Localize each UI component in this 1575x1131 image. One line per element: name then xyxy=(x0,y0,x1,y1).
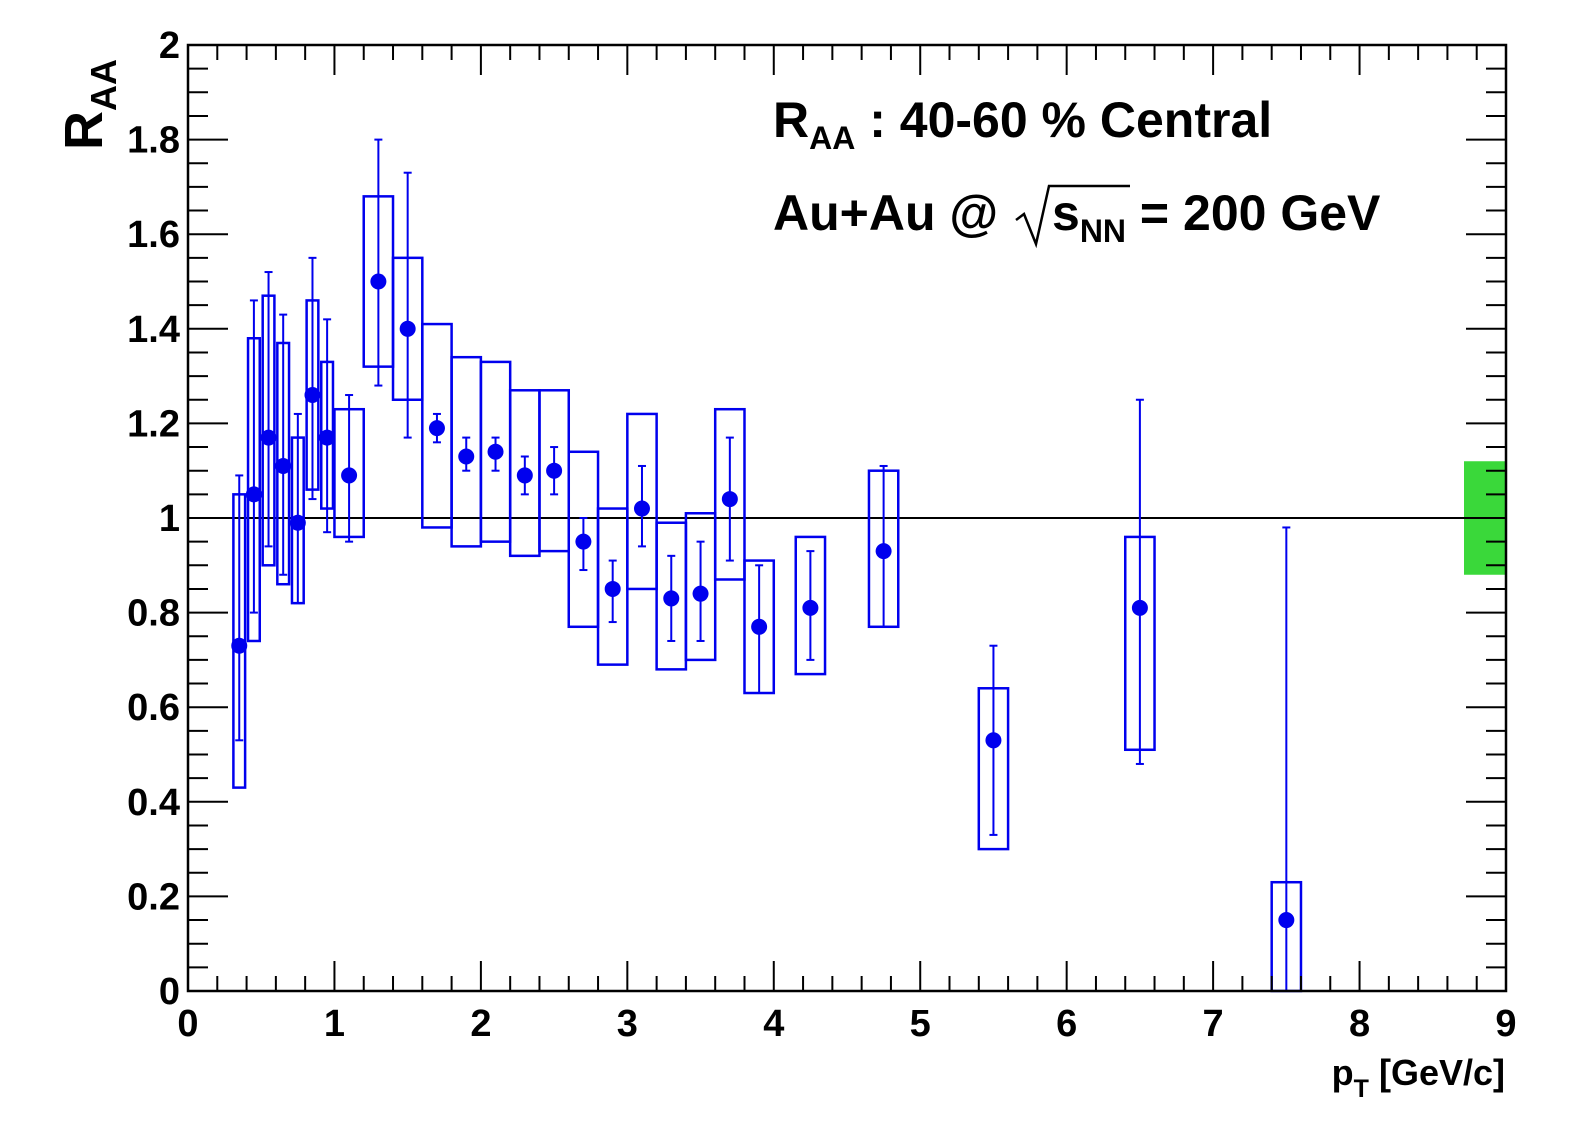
y-axis-title: RAA xyxy=(54,59,124,150)
y-tick-label: 0.4 xyxy=(127,782,180,824)
data-point-5 xyxy=(304,256,321,501)
data-marker xyxy=(692,585,709,602)
data-marker xyxy=(245,486,262,503)
y-tick-label: 0.8 xyxy=(127,593,180,635)
data-point-0 xyxy=(231,474,248,789)
data-point-23 xyxy=(867,464,900,629)
y-tick-label: 1.2 xyxy=(127,403,180,445)
data-marker xyxy=(289,514,306,531)
data-point-17 xyxy=(626,412,658,591)
data-point-7 xyxy=(333,394,365,543)
x-tick-label: 4 xyxy=(763,1003,784,1045)
data-point-26 xyxy=(1270,526,1303,993)
annotation-collision: Au+Au @ sNN = 200 GeV xyxy=(773,184,1381,249)
data-marker xyxy=(604,580,621,597)
sys-error-box xyxy=(684,512,717,662)
data-marker xyxy=(663,590,680,607)
data-point-6 xyxy=(319,318,336,534)
data-marker xyxy=(575,533,592,550)
sys-error-box xyxy=(713,407,746,581)
data-marker xyxy=(721,491,738,508)
x-tick-label: 9 xyxy=(1495,1003,1516,1045)
data-marker xyxy=(231,637,248,654)
y-tick-label: 1 xyxy=(159,498,180,540)
data-marker xyxy=(487,443,504,460)
data-marker xyxy=(341,467,358,484)
y-tick-label: 1.6 xyxy=(127,214,180,256)
data-marker xyxy=(260,429,277,446)
data-marker xyxy=(546,462,563,479)
data-marker xyxy=(304,387,321,404)
y-tick-label: 0 xyxy=(159,971,180,1013)
data-marker xyxy=(370,273,387,290)
annotation-collision-energy: sNN = 200 GeV xyxy=(1052,185,1381,249)
data-point-22 xyxy=(794,535,827,676)
data-point-1 xyxy=(245,299,262,643)
x-axis-title: pT [GeV/c] xyxy=(1332,1052,1505,1103)
y-tick-label: 2 xyxy=(159,25,180,67)
y-tick-label: 1.4 xyxy=(127,309,180,351)
y-tick-label: 0.2 xyxy=(127,876,180,918)
data-marker xyxy=(802,599,819,616)
sqrt-sign xyxy=(1015,184,1130,249)
data-point-19 xyxy=(684,512,717,662)
data-marker xyxy=(1131,599,1148,616)
tick-labels: 0 1 2 3 4 5 6 7 8 9 0 0.2 0.4 0.6 0.8 1 1.2 1.4 1.6 1.8 2 xyxy=(127,25,1516,1045)
data-point-21 xyxy=(743,559,776,695)
y-tick-label: 0.6 xyxy=(127,687,180,729)
data-point-24 xyxy=(977,644,1010,851)
annotation-collision-prefix: Au+Au @ xyxy=(773,185,998,241)
y-tick-label: 1.8 xyxy=(127,120,180,162)
data-marker xyxy=(633,500,650,517)
x-tick-label: 7 xyxy=(1203,1003,1224,1045)
data-marker xyxy=(458,448,475,465)
data-marker xyxy=(428,420,445,437)
data-layer xyxy=(231,138,1303,993)
data-marker xyxy=(875,543,892,560)
sys-error-box xyxy=(626,412,658,591)
x-tick-label: 3 xyxy=(617,1003,638,1045)
sys-error-box xyxy=(794,535,827,676)
axis-ticks xyxy=(187,44,1507,992)
data-marker xyxy=(985,732,1002,749)
x-tick-label: 6 xyxy=(1056,1003,1077,1045)
data-marker xyxy=(399,320,416,337)
data-marker xyxy=(319,429,336,446)
x-tick-label: 1 xyxy=(324,1003,345,1045)
data-point-4 xyxy=(289,412,306,605)
x-tick-label: 8 xyxy=(1349,1003,1370,1045)
data-point-25 xyxy=(1123,398,1156,765)
data-marker xyxy=(516,467,533,484)
data-marker xyxy=(1278,912,1295,929)
x-tick-label: 5 xyxy=(910,1003,931,1045)
annotation-centrality: RAA : 40-60 % Central xyxy=(773,92,1272,156)
data-point-20 xyxy=(713,407,746,581)
data-marker xyxy=(751,618,768,635)
x-tick-label: 0 xyxy=(177,1003,198,1045)
x-tick-label: 2 xyxy=(470,1003,491,1045)
data-point-3 xyxy=(275,313,292,586)
data-point-2 xyxy=(260,271,277,567)
data-marker xyxy=(275,457,292,474)
